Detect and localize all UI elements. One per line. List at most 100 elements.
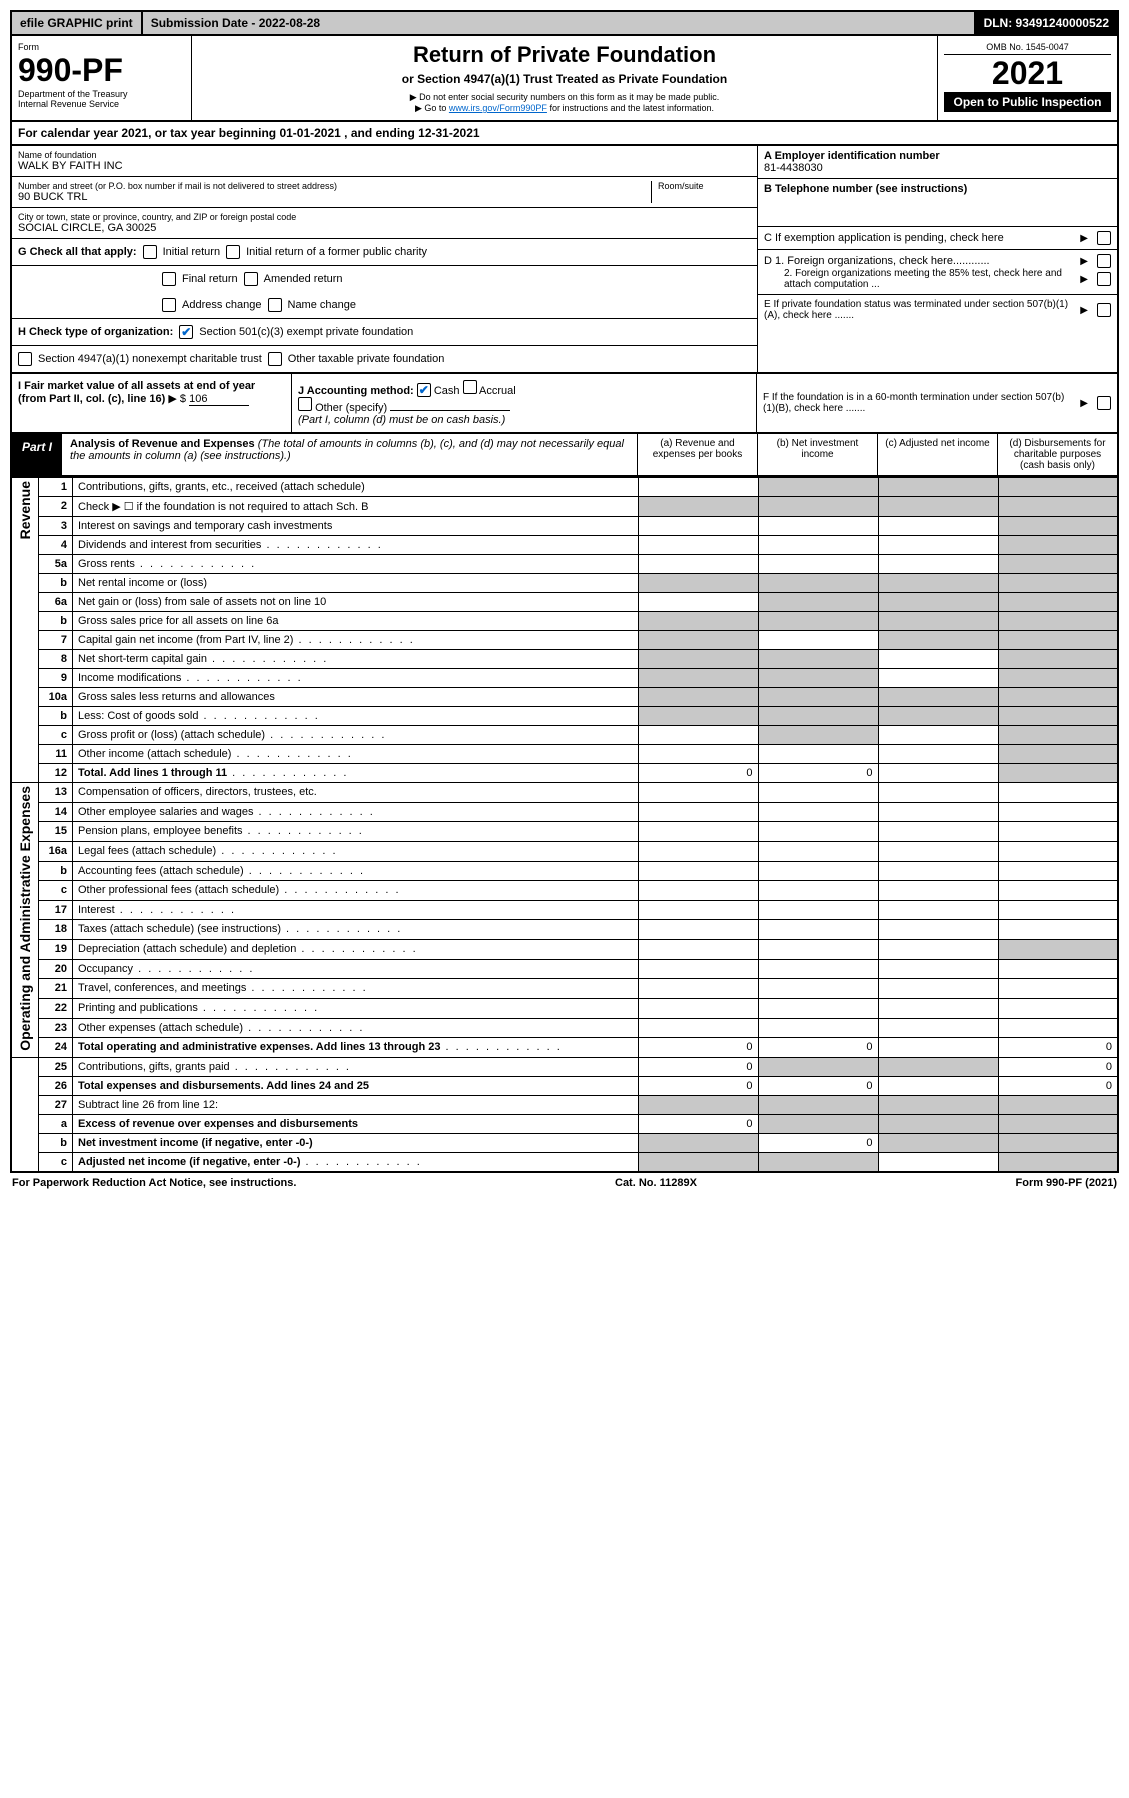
goto-line: ▶ Go to www.irs.gov/Form990PF for instru… (198, 103, 931, 114)
checkbox-final[interactable] (162, 272, 176, 286)
g-label: G Check all that apply: (18, 246, 137, 258)
row-16a: Legal fees (attach schedule) (73, 841, 639, 861)
omb: OMB No. 1545-0047 (944, 42, 1111, 55)
row-27c: Adjusted net income (if negative, enter … (78, 1156, 300, 1168)
addr-label: Number and street (or P.O. box number if… (18, 181, 651, 191)
arrow-icon (1080, 305, 1091, 316)
part1-header: Part I Analysis of Revenue and Expenses … (10, 434, 1119, 477)
col-c: (c) Adjusted net income (877, 434, 997, 475)
checkbox-initial[interactable] (143, 245, 157, 259)
entity-info: Name of foundation WALK BY FAITH INC Num… (10, 146, 1119, 374)
checkbox-other-tax[interactable] (268, 352, 282, 366)
room-label: Room/suite (658, 181, 751, 191)
arrow-icon (1080, 274, 1091, 285)
checkbox-4947[interactable] (18, 352, 32, 366)
part-title: Analysis of Revenue and Expenses (70, 438, 255, 450)
row-15: Pension plans, employee benefits (73, 822, 639, 842)
e-label: E If private foundation status was termi… (764, 299, 1074, 321)
checkbox-d1[interactable] (1097, 254, 1111, 268)
row-10a: Gross sales less returns and allowances (73, 688, 639, 707)
row-24: Total operating and administrative expen… (78, 1041, 440, 1053)
c-label: C If exemption application is pending, c… (764, 232, 1074, 244)
topbar: efile GRAPHIC print Submission Date - 20… (10, 10, 1119, 36)
h-label: H Check type of organization: (18, 326, 173, 338)
g-o2: Initial return of a former public charit… (246, 246, 427, 258)
j-label: J Accounting method: (298, 385, 414, 397)
checkbox-d2[interactable] (1097, 272, 1111, 286)
address: 90 BUCK TRL (18, 191, 651, 203)
row-6b: Gross sales price for all assets on line… (73, 612, 639, 631)
calendar-year-line: For calendar year 2021, or tax year begi… (10, 122, 1119, 146)
val-24a: 0 (638, 1038, 758, 1058)
i-value: 106 (189, 393, 249, 406)
val-12a: 0 (638, 764, 758, 783)
h-row: H Check type of organization: Section 50… (12, 319, 757, 346)
checkbox-501c3[interactable] (179, 325, 193, 339)
h-row2: Section 4947(a)(1) nonexempt charitable … (12, 346, 757, 372)
checkbox-cash[interactable] (417, 383, 431, 397)
checkbox-f[interactable] (1097, 396, 1111, 410)
checkbox-initial-former[interactable] (226, 245, 240, 259)
f-label: F If the foundation is in a 60-month ter… (763, 392, 1074, 414)
d2-label: 2. Foreign organizations meeting the 85%… (784, 268, 1074, 290)
city: SOCIAL CIRCLE, GA 30025 (18, 222, 751, 234)
val-26a: 0 (638, 1076, 758, 1095)
footer-cat: Cat. No. 11289X (615, 1177, 697, 1189)
row-17: Interest (73, 900, 639, 920)
h-o3: Other taxable private foundation (288, 353, 445, 365)
form-subtitle: or Section 4947(a)(1) Trust Treated as P… (198, 72, 931, 86)
checkbox-name[interactable] (268, 298, 282, 312)
checkbox-amended[interactable] (244, 272, 258, 286)
h-o1: Section 501(c)(3) exempt private foundat… (199, 326, 413, 338)
warning: ▶ Do not enter social security numbers o… (198, 92, 931, 103)
g-row2: Final return Amended return (12, 266, 757, 292)
row-1: Contributions, gifts, grants, etc., rece… (73, 478, 639, 497)
row-12: Total. Add lines 1 through 11 (78, 767, 227, 779)
val-25a: 0 (638, 1057, 758, 1076)
row-22: Printing and publications (73, 998, 639, 1018)
row-20: Occupancy (73, 959, 639, 979)
form-number: 990-PF (18, 52, 185, 89)
row-6a: Net gain or (loss) from sale of assets n… (73, 593, 639, 612)
checkbox-e[interactable] (1097, 303, 1111, 317)
j-note: (Part I, column (d) must be on cash basi… (298, 414, 505, 426)
ij-row: I Fair market value of all assets at end… (10, 374, 1119, 434)
row-13: Compensation of officers, directors, tru… (73, 783, 639, 803)
g-o4: Amended return (264, 273, 343, 285)
row-21: Travel, conferences, and meetings (73, 979, 639, 999)
row-5b: Net rental income or (loss) (73, 574, 639, 593)
row-11: Other income (attach schedule) (73, 745, 639, 764)
row-3: Interest on savings and temporary cash i… (73, 517, 639, 536)
expenses-label: Operating and Administrative Expenses (17, 786, 33, 1051)
foundation-name: WALK BY FAITH INC (18, 160, 751, 172)
arrow-icon (1080, 398, 1091, 409)
row-5a: Gross rents (73, 555, 639, 574)
revenue-table: Revenue 1Contributions, gifts, grants, e… (10, 477, 1119, 1173)
checkbox-address[interactable] (162, 298, 176, 312)
val-24b: 0 (758, 1038, 878, 1058)
val-26d: 0 (998, 1076, 1118, 1095)
g-o6: Name change (288, 299, 357, 311)
form-page: efile GRAPHIC print Submission Date - 20… (0, 0, 1129, 1203)
row-18: Taxes (attach schedule) (see instruction… (73, 920, 639, 940)
checkbox-accrual[interactable] (463, 380, 477, 394)
checkbox-other[interactable] (298, 397, 312, 411)
footer-right: Form 990-PF (2021) (1016, 1177, 1117, 1189)
footer-left: For Paperwork Reduction Act Notice, see … (12, 1177, 296, 1189)
arrow-icon (1080, 255, 1091, 267)
b-label: B Telephone number (see instructions) (764, 183, 967, 195)
g-row3: Address change Name change (12, 292, 757, 319)
val-12b: 0 (758, 764, 878, 783)
j-other: Other (specify) (315, 402, 387, 414)
a-label: A Employer identification number (764, 150, 940, 162)
irs-link[interactable]: www.irs.gov/Form990PF (449, 103, 547, 113)
irs: Internal Revenue Service (18, 99, 185, 109)
city-label: City or town, state or province, country… (18, 212, 751, 222)
row-16b: Accounting fees (attach schedule) (73, 861, 639, 881)
submission-date: Submission Date - 2022-08-28 (143, 12, 976, 34)
checkbox-c[interactable] (1097, 231, 1111, 245)
name-label: Name of foundation (18, 150, 751, 160)
row-27: Subtract line 26 from line 12: (73, 1095, 639, 1114)
page-footer: For Paperwork Reduction Act Notice, see … (10, 1173, 1119, 1193)
tax-year: 2021 (944, 55, 1111, 92)
